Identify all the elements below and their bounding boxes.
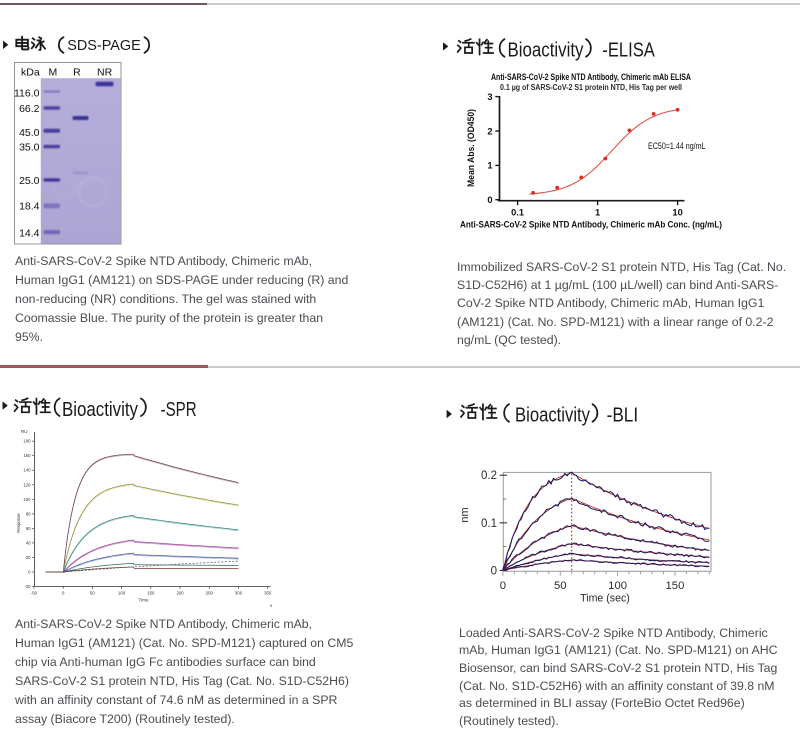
svg-text:R: R (73, 67, 81, 79)
svg-text:NR: NR (97, 67, 113, 79)
svg-text:Anti-SARS-CoV-2 Spike NTD Anti: Anti-SARS-CoV-2 Spike NTD Antibody, Chim… (460, 219, 722, 230)
svg-text:350: 350 (264, 591, 272, 596)
svg-text:100: 100 (608, 580, 627, 592)
svg-text:200: 200 (176, 591, 184, 596)
svg-text:150: 150 (666, 580, 685, 592)
svg-text:0: 0 (62, 591, 65, 596)
svg-text:-ELISA: -ELISA (602, 40, 655, 62)
svg-text:0.1 µg of SARS-CoV-2 S1 protei: 0.1 µg of SARS-CoV-2 S1 protein NTD, His… (500, 82, 682, 92)
svg-text:Bioactivity: Bioactivity (515, 405, 590, 427)
svg-text:1: 1 (595, 208, 600, 218)
svg-text:100: 100 (118, 591, 126, 596)
svg-text:2: 2 (487, 126, 492, 136)
svg-text:35.0: 35.0 (19, 142, 40, 154)
svg-text:0: 0 (28, 570, 31, 575)
svg-text:-SPR: -SPR (161, 399, 197, 421)
svg-text:Bioactivity: Bioactivity (508, 40, 584, 62)
svg-text:116.0: 116.0 (14, 88, 40, 100)
svg-text:40: 40 (26, 540, 31, 545)
svg-text:66.2: 66.2 (19, 103, 40, 115)
svg-text:Anti-SARS-CoV-2 Spike NTD Anti: Anti-SARS-CoV-2 Spike NTD Antibody, Chim… (491, 72, 691, 83)
svg-text:45.0: 45.0 (19, 127, 40, 139)
svg-text:Response: Response (16, 513, 21, 533)
svg-text:80: 80 (26, 511, 31, 516)
svg-text:RU: RU (21, 429, 28, 434)
svg-text:0.1: 0.1 (481, 518, 497, 530)
svg-text:Time: Time (138, 598, 148, 603)
svg-text:160: 160 (23, 453, 31, 458)
svg-text:1: 1 (487, 161, 492, 171)
svg-text:18.4: 18.4 (19, 201, 40, 213)
svg-text:0: 0 (491, 565, 497, 577)
svg-text:150: 150 (147, 591, 155, 596)
svg-text:EC50=1.44 ng/mL: EC50=1.44 ng/mL (648, 141, 706, 151)
svg-text:nm: nm (462, 507, 471, 522)
svg-text:300: 300 (235, 591, 243, 596)
svg-text:kDa: kDa (21, 67, 40, 79)
svg-text:0: 0 (500, 580, 506, 592)
svg-text:10: 10 (672, 208, 682, 218)
svg-text:Bioactivity: Bioactivity (62, 399, 138, 421)
svg-text:25.0: 25.0 (19, 175, 40, 187)
svg-text:Mean Abs. (OD450): Mean Abs. (OD450) (466, 109, 476, 187)
svg-text:-20: -20 (24, 584, 31, 589)
svg-text:s: s (270, 603, 272, 608)
svg-text:0: 0 (487, 195, 492, 205)
svg-text:SDS-PAGE: SDS-PAGE (67, 38, 141, 54)
svg-text:50: 50 (554, 580, 567, 592)
svg-text:0.1: 0.1 (511, 208, 524, 218)
svg-text:50: 50 (90, 591, 95, 596)
svg-text:140: 140 (23, 468, 31, 473)
svg-text:20: 20 (26, 555, 31, 560)
svg-text:Time (sec): Time (sec) (580, 593, 630, 605)
svg-text:14.4: 14.4 (19, 228, 40, 240)
svg-text:120: 120 (23, 482, 31, 487)
svg-text:M: M (49, 67, 58, 79)
svg-text:-50: -50 (31, 591, 38, 596)
svg-text:3: 3 (487, 92, 492, 102)
svg-text:250: 250 (206, 591, 214, 596)
svg-text:-BLI: -BLI (607, 405, 639, 427)
svg-text:100: 100 (23, 497, 31, 502)
svg-text:60: 60 (26, 526, 31, 531)
svg-text:180: 180 (23, 439, 31, 444)
svg-text:0.2: 0.2 (481, 470, 497, 482)
